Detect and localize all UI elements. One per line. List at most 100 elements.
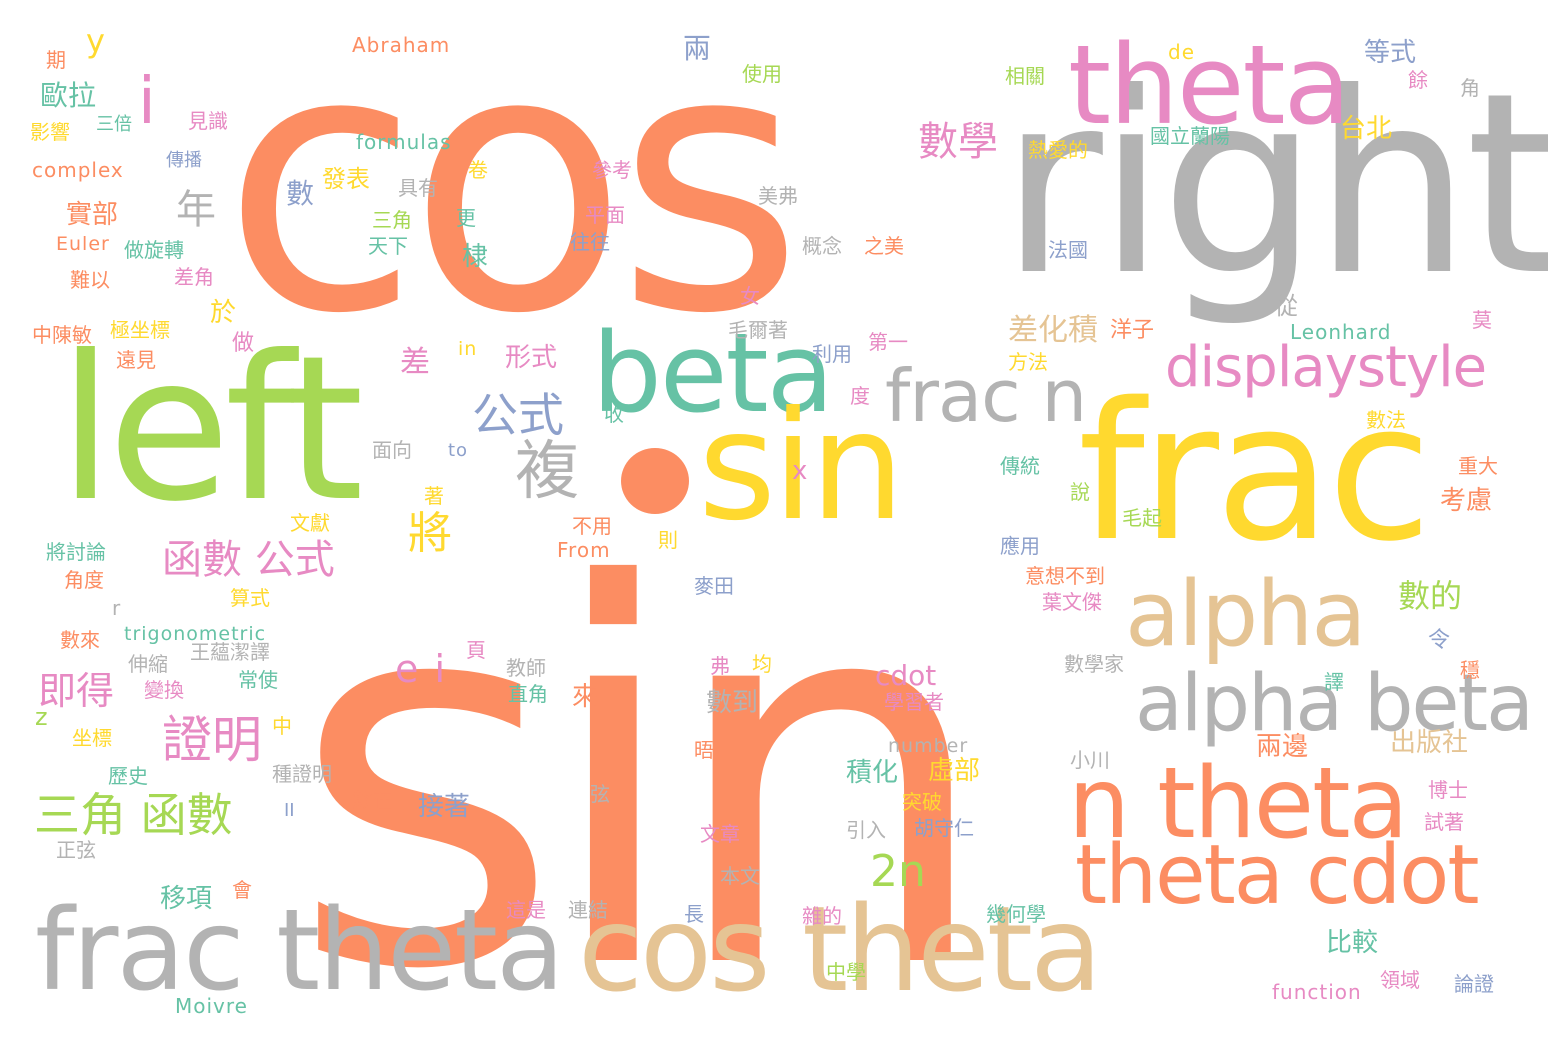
cloud-word: 棣 <box>462 242 489 272</box>
cloud-word: 差角 <box>174 265 214 289</box>
cloud-word: 從 <box>1274 292 1298 320</box>
cloud-word: 將 <box>408 508 452 559</box>
cloud-word: n theta <box>1068 747 1409 861</box>
cloud-word: 葉文傑 <box>1042 590 1102 614</box>
cloud-word: formulas <box>356 130 452 154</box>
cloud-word: 意想不到 <box>1025 564 1105 588</box>
cloud-word: 傳播 <box>166 150 202 171</box>
cloud-word: 傳統 <box>1000 454 1040 478</box>
cloud-word: 文章 <box>700 822 740 846</box>
cloud-word: complex <box>32 158 124 182</box>
cloud-word: 頁 <box>466 638 486 662</box>
cloud-word: 餘 <box>1408 68 1428 92</box>
cloud-word: right <box>1000 39 1548 330</box>
cloud-word: 本文 <box>720 864 760 888</box>
cloud-word: 胡守仁 <box>914 816 974 840</box>
cloud-word: 複 <box>515 435 579 509</box>
cloud-word: 往往 <box>570 230 610 254</box>
cloud-word: theta <box>1068 21 1351 149</box>
cloud-word: i <box>138 65 156 139</box>
cloud-word: e i <box>395 647 448 691</box>
cloud-word: 期 <box>46 48 66 72</box>
cloud-word: 坐標 <box>72 726 112 750</box>
cloud-word: 論證 <box>1454 972 1494 996</box>
cloud-word: trigonometric <box>124 623 267 645</box>
cloud-word: 變換 <box>144 678 184 702</box>
cloud-word: 將討論 <box>46 540 106 564</box>
cloud-word: alpha <box>1125 562 1366 667</box>
cloud-word: 卷 <box>468 158 488 182</box>
cloud-word: 證明 <box>162 711 262 769</box>
cloud-word: sin <box>290 477 995 1052</box>
cloud-word: Moivre <box>175 994 248 1018</box>
cloud-word: 這是 <box>506 898 546 922</box>
cloud-word: 面向 <box>372 438 412 462</box>
cloud-word: 晤 <box>694 738 714 762</box>
cloud-word: 三倍 <box>96 114 132 135</box>
cloud-word: II <box>284 800 295 821</box>
cloud-word: frac <box>1078 362 1432 583</box>
cloud-word: 積化 <box>846 758 899 788</box>
cloud-word: r <box>112 596 121 620</box>
cloud-word: 幾何學 <box>986 902 1046 926</box>
cloud-word: displaystyle <box>1165 335 1487 400</box>
cloud-word: 國立蘭陽 <box>1150 124 1230 148</box>
cloud-word: 見識 <box>188 109 228 133</box>
cloud-word: 均 <box>752 652 772 676</box>
cloud-word: Abraham <box>352 33 451 57</box>
cloud-word: 接著 <box>418 792 471 822</box>
cloud-word: 洋子 <box>1110 318 1155 343</box>
cloud-word: 做旋轉 <box>124 238 184 262</box>
cloud-word: 數的 <box>1398 577 1463 615</box>
cloud-word: 令 <box>1428 628 1451 653</box>
cloud-word: z <box>35 703 48 731</box>
cloud-word: y <box>86 22 105 60</box>
cloud-word: 形式 <box>505 343 558 373</box>
cloud-word: 數到 <box>706 688 759 718</box>
cloud-word: 比較 <box>1326 928 1379 958</box>
cloud-word: 則 <box>658 528 678 552</box>
cloud-word: de <box>1168 40 1195 64</box>
cloud-word: 方法 <box>1008 350 1048 374</box>
cloud-word: 影響 <box>30 120 70 144</box>
cloud-word: 度 <box>850 384 870 408</box>
cloud-word: 三角 函數 <box>34 788 233 842</box>
cloud-word: 毛起 <box>1122 506 1162 530</box>
cloud-word: 具有 <box>398 176 438 200</box>
cloud-word: 虛部 <box>928 756 981 786</box>
cloud-word: 天下 <box>368 234 408 258</box>
cloud-word: 數在 <box>352 788 392 812</box>
cloud-word: 文獻 <box>290 511 330 535</box>
cloud-word: 美弗 <box>758 184 798 208</box>
center-dot <box>621 448 689 514</box>
cloud-word: 算式 <box>230 586 270 610</box>
cloud-word: 等式 <box>1364 38 1417 68</box>
cloud-word: frac theta <box>35 886 565 1016</box>
cloud-word: 毛爾著 <box>728 318 788 342</box>
cloud-word: 極坐標 <box>110 318 170 342</box>
cloud-word: 直角 <box>508 682 548 706</box>
cloud-word: 數 <box>286 177 315 210</box>
cloud-word: 試著 <box>1424 810 1464 834</box>
cloud-word: 數學 <box>918 119 998 165</box>
cloud-word: 數來 <box>60 628 100 652</box>
cloud-word: 中 <box>272 714 292 738</box>
cloud-word: 角 <box>1460 76 1480 100</box>
cloud-word: 做 <box>232 331 255 356</box>
cloud-word: 台北 <box>1340 114 1393 144</box>
cloud-word: 熱愛的 <box>1028 138 1088 162</box>
cloud-word: sin <box>698 380 905 554</box>
cloud-word: 說 <box>1070 480 1090 504</box>
cloud-word: 博士 <box>1428 778 1468 802</box>
cloud-word: x <box>792 456 808 486</box>
cloud-word: 考慮 <box>1440 486 1493 516</box>
cloud-word: 莫 <box>1472 308 1492 332</box>
cloud-word: 兩邊 <box>1256 732 1309 762</box>
cloud-word: 伸縮 <box>128 652 168 676</box>
cloud-word: 弦 <box>590 782 610 806</box>
cloud-word: 法國 <box>1048 238 1088 262</box>
cloud-word: 長 <box>684 902 704 926</box>
cloud-word: 麥田 <box>694 574 734 598</box>
cloud-word: 女 <box>740 284 760 308</box>
cloud-word: 參考 <box>592 158 632 182</box>
